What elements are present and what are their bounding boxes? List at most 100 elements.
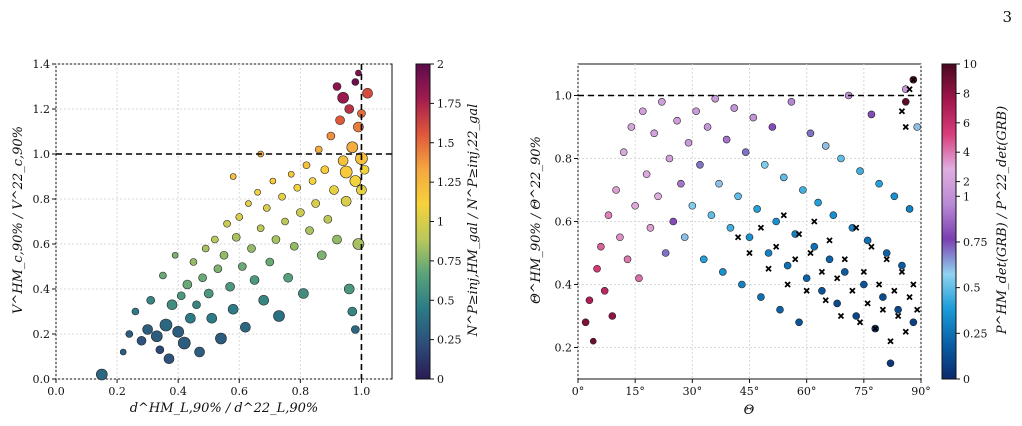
- right-data-point: [600, 286, 609, 295]
- right-data-point: [692, 107, 700, 116]
- right-data-point: [818, 286, 826, 295]
- right-cross-stroke: [757, 224, 765, 231]
- left-data-point: [136, 335, 147, 346]
- right-cross-marker: [765, 265, 772, 272]
- left-data-point: [172, 325, 184, 338]
- right-data-point: [882, 249, 891, 257]
- left-data-point: [215, 332, 227, 345]
- right-cross-stroke: [841, 256, 848, 263]
- left-y-tick-label: 0.8: [33, 193, 51, 206]
- left-data-point: [223, 219, 231, 228]
- left-colorbar: [415, 63, 431, 380]
- left-data-point: [281, 217, 289, 226]
- left-data-point: [155, 345, 165, 355]
- right-data-point: [650, 129, 659, 138]
- left-colorbar-tick-label: 0.25: [437, 334, 462, 347]
- left-colorbar-tick-label: 1: [437, 216, 444, 229]
- left-data-point: [206, 312, 218, 324]
- right-data-point: [703, 123, 712, 131]
- right-colorbar-tick-label: 0.25: [963, 327, 988, 340]
- left-data-point: [96, 368, 108, 381]
- left-x-axis-label: d^HM_L,90% / d^22_L,90%: [130, 401, 319, 416]
- right-data-point: [638, 107, 647, 116]
- right-y-tick-label: 0.8: [555, 153, 573, 166]
- right-cross-stroke: [834, 275, 841, 282]
- left-colorbar-tick-label: 0.5: [437, 294, 455, 307]
- right-cross-stroke: [906, 293, 913, 301]
- right-data-point: [722, 135, 731, 144]
- right-data-point: [760, 161, 769, 169]
- right-cross-marker: [837, 312, 845, 320]
- right-data-point: [772, 217, 780, 226]
- left-data-point: [349, 175, 362, 187]
- left-data-point: [125, 330, 134, 338]
- left-data-point: [258, 294, 270, 306]
- right-cross-stroke: [910, 76, 917, 83]
- right-data-point: [879, 293, 887, 301]
- right-data-point: [825, 255, 834, 264]
- left-data-point: [296, 208, 305, 217]
- left-data-point: [339, 165, 353, 179]
- right-cross-stroke: [894, 312, 902, 320]
- right-cross-stroke: [803, 287, 810, 294]
- right-data-point: [688, 201, 697, 210]
- right-data-point: [901, 98, 910, 106]
- left-colorbar-tick-label: 1.25: [437, 176, 462, 189]
- left-data-point: [177, 336, 191, 350]
- right-data-point: [612, 186, 620, 194]
- right-colorbar-tick-label: 0.5: [963, 282, 981, 295]
- right-y-tick-label: 0.6: [555, 216, 573, 229]
- right-cross-marker: [864, 300, 871, 307]
- right-cross-marker: [811, 218, 818, 225]
- right-data-point: [894, 305, 902, 314]
- right-data-point: [810, 242, 819, 251]
- right-data-point: [734, 192, 742, 201]
- left-y-tick-label: 0.0: [33, 373, 51, 386]
- right-cross-marker: [910, 76, 917, 83]
- right-cross-marker: [902, 328, 909, 335]
- right-x-tick-label: 90°: [911, 385, 931, 398]
- left-data-point: [176, 291, 186, 301]
- right-cross-stroke: [849, 287, 856, 294]
- right-cross-marker: [891, 287, 898, 294]
- right-cross-marker: [826, 237, 833, 244]
- left-data-point: [346, 141, 359, 154]
- right-cross-stroke: [818, 268, 826, 276]
- left-x-tick-label: 0.0: [47, 385, 65, 398]
- right-data-point: [783, 261, 792, 270]
- right-cross-stroke: [853, 224, 860, 231]
- right-data-point: [665, 154, 674, 163]
- right-data-point: [863, 236, 872, 245]
- right-data-point: [711, 94, 720, 103]
- right-cross-marker: [757, 224, 765, 231]
- left-data-point: [293, 183, 302, 192]
- right-cross-stroke: [879, 306, 887, 313]
- left-data-point: [262, 204, 271, 212]
- left-data-point: [278, 192, 286, 201]
- right-cross-points: [734, 76, 921, 345]
- right-points: [581, 75, 921, 368]
- right-x-tick-label: 30°: [683, 385, 703, 398]
- right-x-tick-label: 15°: [625, 385, 645, 398]
- left-data-point: [287, 170, 295, 178]
- left-data-point: [254, 188, 261, 196]
- left-data-point: [238, 262, 247, 271]
- right-colorbar-tick-label: 10: [963, 58, 977, 71]
- right-cross-marker: [914, 306, 921, 313]
- right-cross-stroke: [784, 281, 791, 288]
- right-data-point: [890, 192, 899, 201]
- left-data-point: [245, 200, 252, 207]
- right-data-point: [696, 161, 704, 169]
- left-colorbar-tick-label: 1.5: [437, 137, 455, 150]
- left-reference-lines: [56, 64, 392, 379]
- right-cross-marker: [784, 281, 791, 288]
- right-cross-marker: [853, 224, 860, 231]
- left-y-tick-label: 1.4: [33, 58, 51, 71]
- left-data-point: [194, 346, 205, 358]
- right-cross-stroke: [807, 249, 814, 257]
- left-x-tick-label: 1.0: [353, 385, 371, 398]
- left-data-point: [332, 234, 342, 245]
- right-cross-marker: [807, 249, 814, 257]
- right-data-point: [856, 167, 864, 175]
- left-data-point: [359, 164, 370, 175]
